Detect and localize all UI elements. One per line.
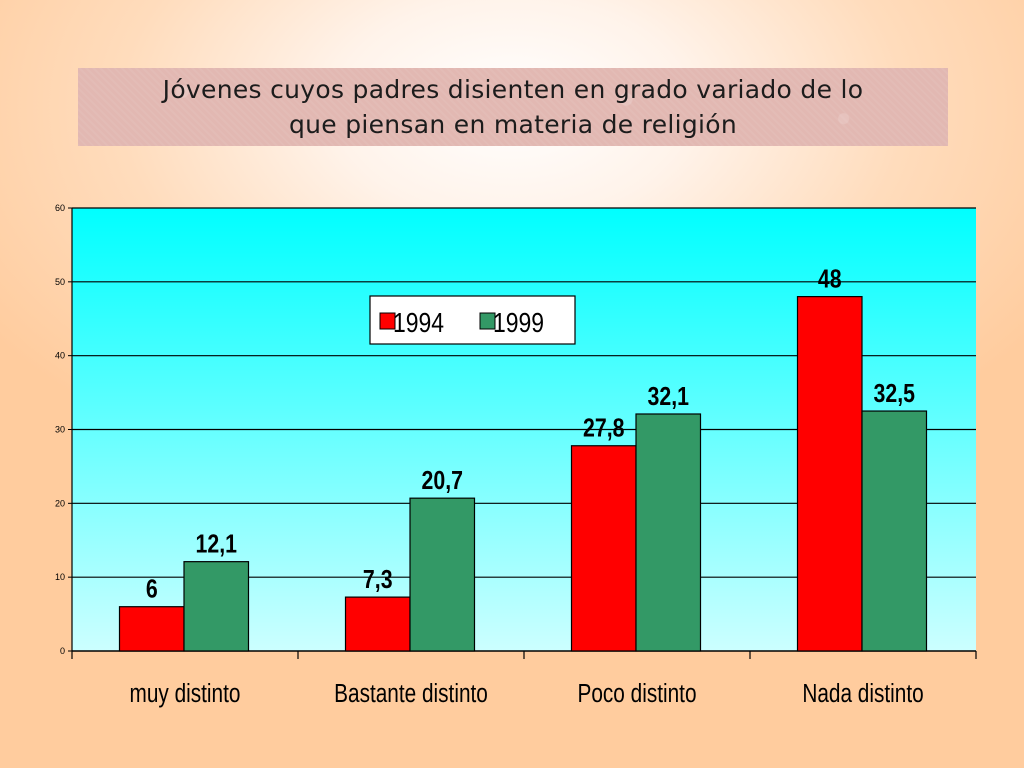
- legend-label: 1999: [493, 308, 544, 339]
- legend-swatch-1999: [479, 312, 496, 330]
- data-label: 12,1: [196, 530, 237, 560]
- bar-1999: [183, 561, 250, 652]
- bar-1999: [635, 413, 702, 652]
- legend-swatch-1994: [379, 312, 396, 330]
- data-label: 7,3: [363, 565, 393, 595]
- y-tick-label: 60: [55, 203, 65, 213]
- x-category-label: Poco distinto: [577, 679, 696, 708]
- data-label: 6: [146, 575, 158, 605]
- x-category-label: muy distinto: [130, 679, 241, 708]
- legend-box: [369, 295, 576, 345]
- bar-1994: [118, 606, 185, 652]
- y-tick-label: 20: [55, 498, 65, 508]
- data-label: 27,8: [583, 414, 624, 444]
- bar-1994: [796, 296, 863, 652]
- y-tick-label: 40: [55, 351, 65, 361]
- chart-title: Jóvenes cuyos padres disienten en grado …: [162, 75, 864, 139]
- legend-label: 1994: [393, 308, 444, 339]
- chart-title-box: Jóvenes cuyos padres disienten en grado …: [78, 68, 948, 146]
- y-tick-label: 30: [55, 425, 65, 435]
- data-label: 32,1: [648, 382, 689, 412]
- data-label: 48: [818, 265, 842, 295]
- bar-1994: [570, 445, 637, 652]
- y-tick-label: 10: [55, 572, 65, 582]
- x-category-label: Nada distinto: [802, 679, 923, 708]
- data-label: 20,7: [422, 466, 463, 496]
- y-tick-label: 50: [55, 277, 65, 287]
- y-tick-label: 0: [60, 646, 65, 656]
- bar-1999: [861, 410, 928, 652]
- bar-1994: [344, 596, 411, 652]
- bar-1999: [409, 497, 476, 652]
- x-category-label: Bastante distinto: [334, 679, 488, 708]
- data-label: 32,5: [874, 379, 915, 409]
